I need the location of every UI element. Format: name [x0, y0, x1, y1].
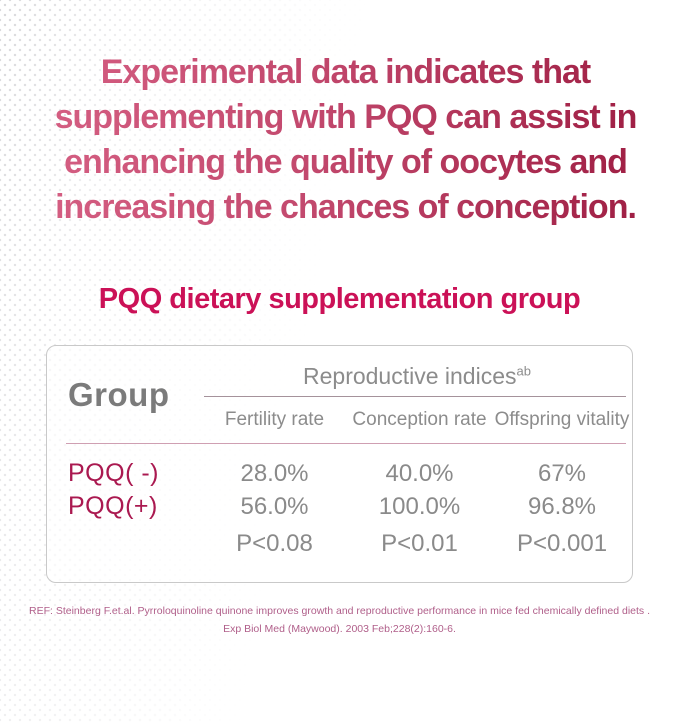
reference-line-1: REF: Steinberg F.et.al. Pyrroloquinoline… [29, 605, 650, 617]
conception-value: 40.0% [385, 459, 454, 487]
table-row: PQQ( -) 28.0% 40.0% 67% [47, 457, 632, 490]
fertility-pvalue: P<0.08 [236, 529, 313, 557]
conception-value: 100.0% [378, 492, 461, 520]
reference-line-2: Exp Biol Med (Maywood). 2003 Feb;228(2):… [223, 623, 456, 635]
conception-pvalue: P<0.01 [381, 529, 458, 557]
section-title: PQQ dietary supplementation group [98, 283, 581, 315]
indices-superscript: ab [516, 363, 531, 379]
vitality-value: 67% [537, 459, 587, 487]
indices-title-text: Reproductive indices [303, 363, 517, 389]
fertility-value: 56.0% [240, 492, 309, 520]
group-column-header: Group [68, 375, 170, 413]
reference-citation: REF: Steinberg F.et.al. Pyrroloquinoline… [10, 602, 669, 638]
table-header: Group Reproductive indicesab Fertility r… [47, 346, 632, 443]
headline-line: supplementing with PQQ can assist in [20, 95, 671, 140]
column-header-vitality: Offspring vitality [494, 408, 630, 430]
results-table-card: Group Reproductive indicesab Fertility r… [46, 345, 633, 583]
table-row-pvalues: P<0.08 P<0.01 P<0.001 [47, 527, 632, 560]
indices-underline [204, 396, 626, 397]
row-label: PQQ(+) [68, 492, 158, 520]
column-header-conception: Conception rate [352, 408, 487, 430]
headline-line: increasing the chances of conception. [20, 185, 671, 230]
column-header-fertility: Fertility rate [224, 408, 325, 430]
table-row: PQQ(+) 56.0% 100.0% 96.8% [47, 490, 632, 523]
table-body: PQQ( -) 28.0% 40.0% 67% PQQ(+) 56.0% 100… [47, 444, 632, 560]
vitality-value: 96.8% [527, 492, 597, 520]
indices-title: Reproductive indicesab [202, 363, 632, 396]
fertility-value: 28.0% [240, 459, 309, 487]
header-divider-line [66, 443, 626, 444]
headline-line: Experimental data indicates that [20, 50, 671, 95]
headline-line: enhancing the quality of oocytes and [20, 140, 671, 185]
vitality-pvalue: P<0.001 [516, 529, 608, 557]
headline: Experimental data indicates that supplem… [20, 50, 671, 230]
row-label: PQQ( -) [68, 459, 159, 487]
sub-column-headers: Fertility rate Conception rate Offspring… [202, 397, 632, 442]
reproductive-indices-header: Reproductive indicesab Fertility rate Co… [202, 346, 632, 443]
